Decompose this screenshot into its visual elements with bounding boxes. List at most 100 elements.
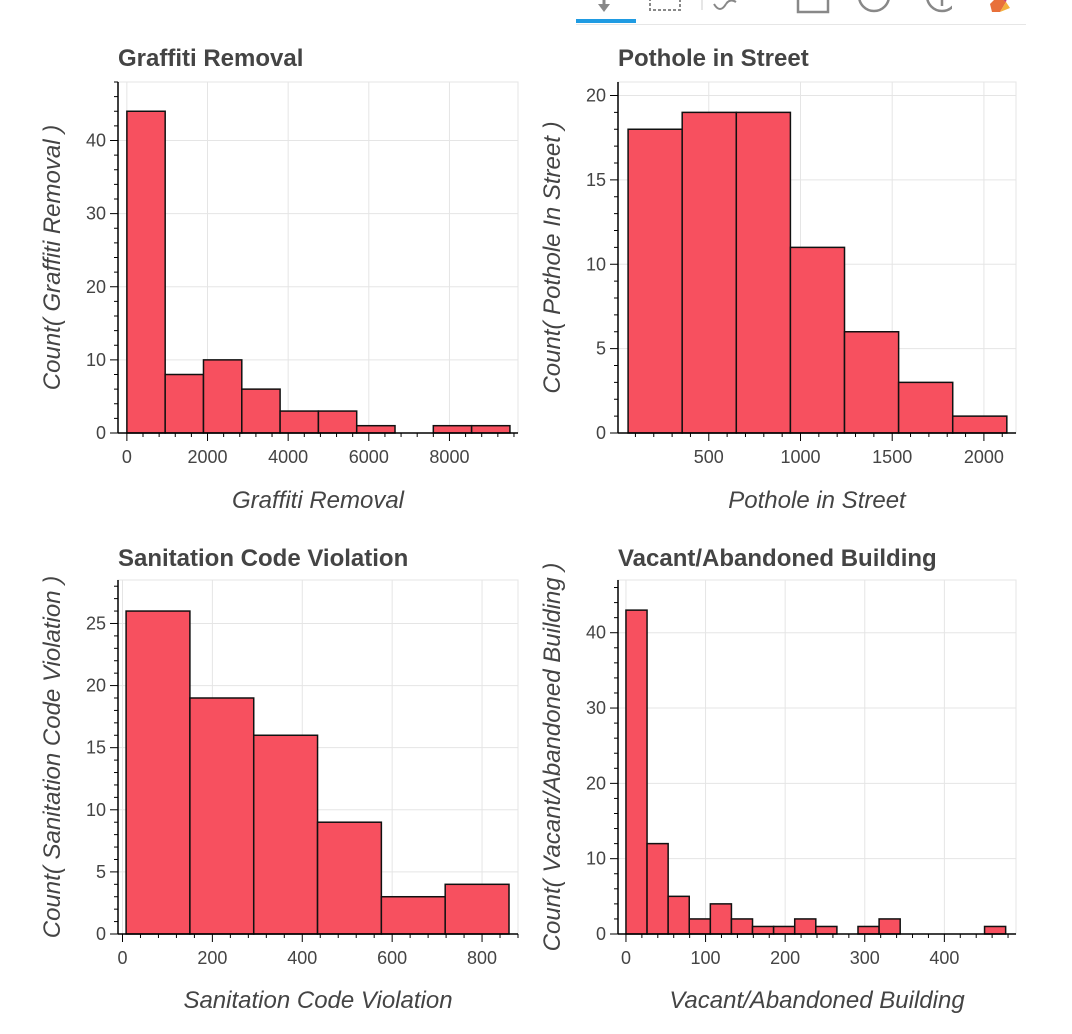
wheel-zoom-tool[interactable] bbox=[700, 0, 740, 18]
x-tick-label: 200 bbox=[197, 948, 227, 968]
x-tick-label: 800 bbox=[467, 948, 497, 968]
histogram-bar[interactable] bbox=[681, 111, 738, 434]
histogram-bar[interactable] bbox=[793, 918, 817, 935]
save-tool[interactable] bbox=[796, 0, 836, 18]
chart-vacant-abandoned-building: 0 100 200 300 400 0 10 20 30 40 Vacant/Abandoned B… bbox=[539, 545, 1017, 1014]
x-axis-label: Vacant/Abandoned Building bbox=[669, 987, 965, 1014]
histogram-bar[interactable] bbox=[444, 883, 510, 935]
histogram-bar[interactable] bbox=[951, 415, 1008, 434]
histogram-bar[interactable] bbox=[625, 609, 648, 935]
histogram-bar[interactable] bbox=[735, 111, 792, 434]
x-tick-label: 400 bbox=[929, 948, 959, 968]
x-tick-label: 100 bbox=[691, 948, 721, 968]
chart-title: Graffiti Removal bbox=[118, 45, 303, 72]
histogram-bar[interactable] bbox=[709, 903, 733, 935]
y-tick-label: 30 bbox=[586, 698, 606, 718]
chart-graffiti-removal: 0 2000 4000 6000 8000 0 10 20 30 40 Graffiti Remov… bbox=[39, 45, 519, 514]
x-tick-label: 2000 bbox=[964, 447, 1004, 467]
histogram-bar[interactable] bbox=[751, 925, 775, 935]
histogram-bar[interactable] bbox=[646, 842, 669, 935]
reset-tool[interactable] bbox=[856, 0, 896, 18]
y-tick-label: 0 bbox=[96, 924, 106, 944]
y-axis-label: Count( Pothole In Street ) bbox=[539, 121, 566, 393]
plot-toolbar bbox=[560, 0, 1030, 26]
y-tick-label: 20 bbox=[86, 277, 106, 297]
histogram-bar[interactable] bbox=[772, 925, 796, 935]
histogram-bar[interactable] bbox=[983, 925, 1007, 935]
chart-title: Vacant/Abandoned Building bbox=[618, 545, 937, 572]
y-tick-label: 20 bbox=[86, 676, 106, 696]
box-zoom-tool-icon bbox=[649, 0, 681, 11]
histogram-bar[interactable] bbox=[878, 918, 901, 935]
x-tick-label: 2000 bbox=[187, 447, 227, 467]
y-tick-label: 0 bbox=[596, 924, 606, 944]
y-axis-label: Count( Graffiti Removal ) bbox=[39, 125, 66, 390]
histogram-bar[interactable] bbox=[897, 381, 954, 434]
chart-title: Sanitation Code Violation bbox=[118, 545, 408, 572]
histogram-bar[interactable] bbox=[843, 331, 900, 434]
reset-tool-icon bbox=[858, 0, 890, 13]
y-tick-label: 15 bbox=[586, 170, 606, 190]
histogram-bar[interactable] bbox=[316, 821, 383, 935]
chart-title: Pothole in Street bbox=[618, 45, 809, 72]
x-axis-label: Pothole in Street bbox=[728, 487, 907, 514]
y-tick-label: 0 bbox=[96, 423, 106, 443]
histogram-bar[interactable] bbox=[317, 410, 358, 434]
y-tick-label: 40 bbox=[86, 131, 106, 151]
histogram-bar[interactable] bbox=[627, 128, 683, 434]
x-axis-label: Graffiti Removal bbox=[232, 487, 405, 514]
histogram-bar[interactable] bbox=[730, 918, 754, 935]
y-tick-label: 10 bbox=[586, 849, 606, 869]
y-tick-label: 20 bbox=[586, 86, 606, 106]
histogram-bar[interactable] bbox=[789, 246, 846, 434]
y-tick-label: 30 bbox=[86, 204, 106, 224]
y-tick-label: 15 bbox=[86, 738, 106, 758]
save-tool-icon bbox=[796, 0, 830, 14]
toolbar-divider bbox=[576, 24, 1026, 25]
x-tick-label: 0 bbox=[621, 948, 631, 968]
y-tick-label: 5 bbox=[96, 862, 106, 882]
histogram-bar[interactable] bbox=[125, 610, 191, 935]
x-tick-label: 4000 bbox=[268, 447, 308, 467]
histogram-bar[interactable] bbox=[164, 373, 205, 434]
x-tick-label: 200 bbox=[770, 948, 800, 968]
histogram-bar[interactable] bbox=[126, 110, 166, 434]
bokeh-logo[interactable] bbox=[984, 0, 1024, 18]
histogram-bar[interactable] bbox=[279, 410, 320, 434]
histogram-bar[interactable] bbox=[857, 925, 880, 935]
y-axis-label: Count( Sanitation Code Violation ) bbox=[39, 576, 66, 938]
histogram-bar[interactable] bbox=[252, 734, 319, 935]
x-tick-label: 1000 bbox=[780, 447, 820, 467]
x-tick-label: 1500 bbox=[872, 447, 912, 467]
pan-tool-icon bbox=[598, 0, 610, 12]
box-zoom-tool[interactable] bbox=[646, 0, 686, 18]
y-tick-label: 10 bbox=[86, 350, 106, 370]
bokeh-logo-icon bbox=[990, 0, 1010, 12]
x-tick-label: 0 bbox=[122, 447, 132, 467]
active-tool-indicator bbox=[576, 19, 636, 23]
pan-tool[interactable] bbox=[576, 0, 616, 18]
histogram-bar[interactable] bbox=[355, 424, 396, 434]
x-tick-label: 500 bbox=[694, 447, 724, 467]
histogram-bar[interactable] bbox=[241, 388, 281, 434]
x-tick-label: 0 bbox=[117, 948, 127, 968]
chart-pothole-in-street: 500 1000 1500 2000 0 5 10 15 20 Pothole in Street… bbox=[539, 45, 1017, 514]
histogram-bar[interactable] bbox=[432, 424, 473, 434]
histogram-bar[interactable] bbox=[380, 895, 446, 935]
x-tick-label: 600 bbox=[377, 948, 407, 968]
y-tick-label: 40 bbox=[586, 623, 606, 643]
x-tick-label: 8000 bbox=[429, 447, 469, 467]
histogram-bar[interactable] bbox=[202, 359, 243, 434]
y-tick-label: 0 bbox=[596, 423, 606, 443]
y-tick-label: 10 bbox=[86, 800, 106, 820]
histogram-bar[interactable] bbox=[189, 697, 255, 935]
histogram-bar[interactable] bbox=[688, 918, 712, 935]
histogram-bar[interactable] bbox=[815, 925, 838, 935]
y-tick-label: 20 bbox=[586, 773, 606, 793]
histogram-bar[interactable] bbox=[470, 424, 511, 434]
x-tick-label: 6000 bbox=[349, 447, 389, 467]
x-tick-label: 400 bbox=[287, 948, 317, 968]
histogram-bar[interactable] bbox=[667, 895, 690, 935]
y-tick-label: 25 bbox=[86, 613, 106, 633]
